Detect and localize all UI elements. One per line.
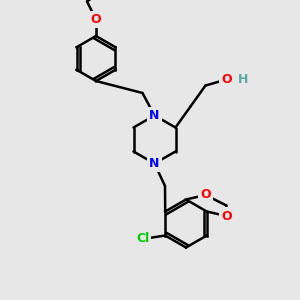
Text: H: H: [238, 73, 248, 86]
Text: N: N: [149, 157, 160, 170]
Text: N: N: [149, 109, 160, 122]
Text: O: O: [91, 13, 101, 26]
Text: Cl: Cl: [136, 232, 149, 245]
Text: O: O: [221, 209, 232, 223]
Text: O: O: [221, 73, 232, 86]
Text: O: O: [200, 188, 211, 202]
